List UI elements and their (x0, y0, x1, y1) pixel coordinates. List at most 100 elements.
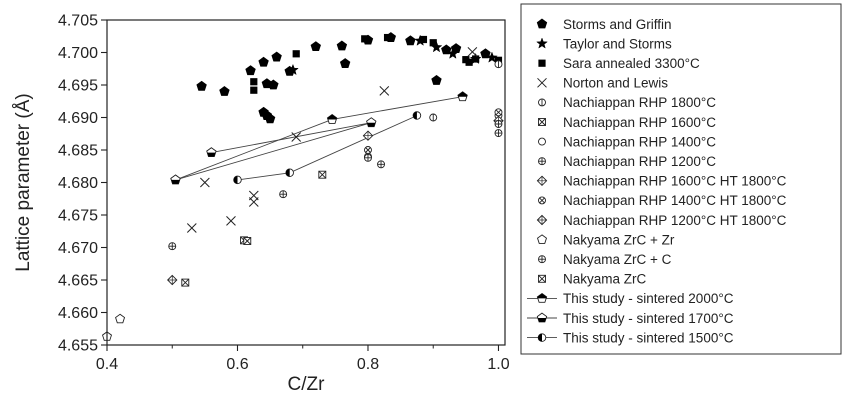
data-point-nakyama-zrc-c (364, 153, 372, 162)
legend-marker-nachiappan-rhp-1400-c-ht-1800-c (538, 196, 546, 205)
data-point-sara-annealed-3300-c (465, 58, 473, 66)
data-point-taylor-and-storms (446, 47, 459, 59)
y-tick-label: 4.675 (58, 208, 98, 225)
legend-label-nachiappan-rhp-1400-c-ht-1800-c: Nachiappan RHP 1400°C HT 1800°C (563, 193, 787, 208)
y-tick-label: 4.685 (58, 143, 98, 160)
legend-label-taylor-and-storms: Taylor and Storms (563, 36, 672, 51)
y-tick-label: 4.705 (58, 13, 98, 30)
y-axis-label: Lattice parameter (Å) (13, 93, 34, 271)
legend-marker-sara-annealed-3300-c (538, 59, 546, 67)
y-tick-label: 4.690 (58, 110, 98, 127)
legend-label-nachiappan-rhp-1600-c-ht-1800-c: Nachiappan RHP 1600°C HT 1800°C (563, 174, 787, 189)
data-point-taylor-and-storms (486, 51, 498, 63)
x-tick-label: 1.0 (487, 356, 509, 373)
x-tick-label: 0.8 (357, 356, 379, 373)
legend-label-storms-and-griffin: Storms and Griffin (563, 17, 672, 32)
data-point-nachiappan-rhp-1400-c-ht-1800-c (364, 146, 372, 154)
data-point-norton-and-lewis (226, 215, 236, 226)
series-line-this-study-sintered-1700-c (175, 122, 372, 181)
data-point-sara-annealed-3300-c (250, 78, 258, 86)
data-point-norton-and-lewis (186, 223, 197, 233)
data-point-storms-and-griffin (196, 80, 207, 91)
data-point-nachiappan-rhp-1600-c-ht-1800-c (167, 274, 178, 286)
data-point-storms-and-griffin (339, 58, 351, 68)
legend-marker-nachiappan-rhp-1600-c-ht-1800-c (536, 175, 548, 187)
data-point-nachiappan-rhp-1200-c (279, 190, 288, 199)
data-point-nachiappan-rhp-1800-c (429, 113, 438, 122)
data-point-nakyama-zrc (243, 237, 252, 245)
data-point-taylor-and-storms (287, 63, 299, 76)
legend-label-nachiappan-rhp-1800-c: Nachiappan RHP 1800°C (563, 95, 716, 110)
y-tick-label: 4.695 (58, 78, 98, 95)
legend-label-sara-annealed-3300-c: Sara annealed 3300°C (563, 56, 700, 71)
data-point-norton-and-lewis (200, 177, 210, 188)
legend-label-nakyama-zrc-zr: Nakyama ZrC + Zr (563, 232, 675, 247)
data-point-sara-annealed-3300-c (250, 86, 258, 94)
legend-marker-this-study-sintered-1500-c (537, 333, 547, 342)
data-point-nachiappan-rhp-1200-c (377, 160, 385, 169)
y-tick-label: 4.680 (58, 175, 98, 192)
data-point-norton-and-lewis (291, 132, 302, 142)
legend-label-nachiappan-rhp-1600-c: Nachiappan RHP 1600°C (563, 115, 716, 130)
y-tick-label: 4.670 (58, 240, 98, 257)
data-point-norton-and-lewis (467, 46, 478, 57)
data-point-nachiappan-rhp-1800-c (494, 60, 503, 69)
data-point-storms-and-griffin (264, 113, 276, 124)
data-point-storms-and-griffin (219, 86, 230, 96)
legend-label-nachiappan-rhp-1200-c-ht-1800-c: Nachiappan RHP 1200°C HT 1800°C (563, 213, 787, 228)
x-tick-label: 0.4 (96, 356, 118, 373)
data-point-storms-and-griffin (245, 65, 256, 76)
data-point-nachiappan-rhp-1600-c (318, 170, 327, 179)
data-point-storms-and-griffin (336, 40, 348, 51)
y-tick-label: 4.655 (58, 338, 98, 355)
legend-label-nakyama-zrc-c: Nakyama ZrC + C (563, 252, 672, 267)
legend-marker-nachiappan-rhp-1200-c-ht-1800-c (536, 214, 548, 226)
legend-label-this-study-sintered-2000-c: This study - sintered 2000°C (563, 291, 734, 306)
data-point-norton-and-lewis (248, 190, 259, 201)
data-point-storms-and-griffin (405, 35, 416, 46)
legend-label-nachiappan-rhp-1400-c: Nachiappan RHP 1400°C (563, 134, 716, 149)
data-point-this-study-sintered-1700-c (206, 147, 217, 158)
legend-marker-nachiappan-rhp-1400-c (538, 137, 546, 146)
legend-marker-taylor-and-storms (536, 37, 548, 49)
data-point-this-study-sintered-2000-c (457, 91, 468, 102)
legend-marker-nachiappan-rhp-1600-c (538, 118, 546, 126)
y-tick-label: 4.660 (58, 305, 98, 322)
data-point-sara-annealed-3300-c (292, 50, 300, 58)
legend-marker-this-study-sintered-1700-c (536, 312, 548, 323)
data-point-this-study-sintered-1500-c (285, 168, 294, 177)
legend-marker-norton-and-lewis (537, 77, 547, 88)
x-tick-label: 0.6 (226, 356, 248, 373)
data-point-this-study-sintered-2000-c (326, 113, 338, 124)
data-point-this-study-sintered-1500-c (412, 111, 422, 120)
legend-box (520, 3, 842, 355)
data-point-nachiappan-rhp-1200-c (494, 129, 503, 138)
legend-label-this-study-sintered-1700-c: This study - sintered 1700°C (563, 311, 734, 326)
data-point-nakyama-zrc-zr (115, 313, 126, 324)
data-point-nachiappan-rhp-1200-c (168, 242, 177, 251)
data-point-sara-annealed-3300-c (472, 55, 480, 63)
data-point-storms-and-griffin (268, 79, 279, 90)
legend-marker-nachiappan-rhp-1800-c (538, 98, 546, 107)
data-point-storms-and-griffin (441, 44, 452, 55)
legend-marker-this-study-sintered-2000-c (536, 292, 548, 303)
data-point-this-study-sintered-1700-c (170, 174, 181, 185)
plot-frame (106, 19, 506, 346)
data-point-this-study-sintered-1500-c (233, 175, 242, 185)
legend-label-nakyama-zrc: Nakyama ZrC (563, 272, 647, 287)
data-point-sara-annealed-3300-c (383, 33, 392, 42)
data-point-storms-and-griffin (258, 56, 269, 67)
data-point-nachiappan-rhp-1400-c-ht-1800-c (494, 108, 503, 117)
data-point-storms-and-griffin (310, 41, 321, 52)
data-point-storms-and-griffin (431, 74, 442, 85)
legend-marker-nakyama-zrc-zr (537, 234, 547, 244)
data-point-sara-annealed-3300-c (429, 39, 437, 47)
series-line-this-study-sintered-1500-c (237, 115, 418, 181)
y-tick-label: 4.700 (58, 45, 98, 62)
data-point-nakyama-zrc-c (494, 120, 503, 128)
data-point-sara-annealed-3300-c (361, 35, 369, 43)
data-point-nachiappan-rhp-1600-c-ht-1800-c (362, 130, 374, 141)
legend-marker-nachiappan-rhp-1200-c (538, 157, 546, 166)
data-point-this-study-sintered-1700-c (366, 117, 377, 128)
